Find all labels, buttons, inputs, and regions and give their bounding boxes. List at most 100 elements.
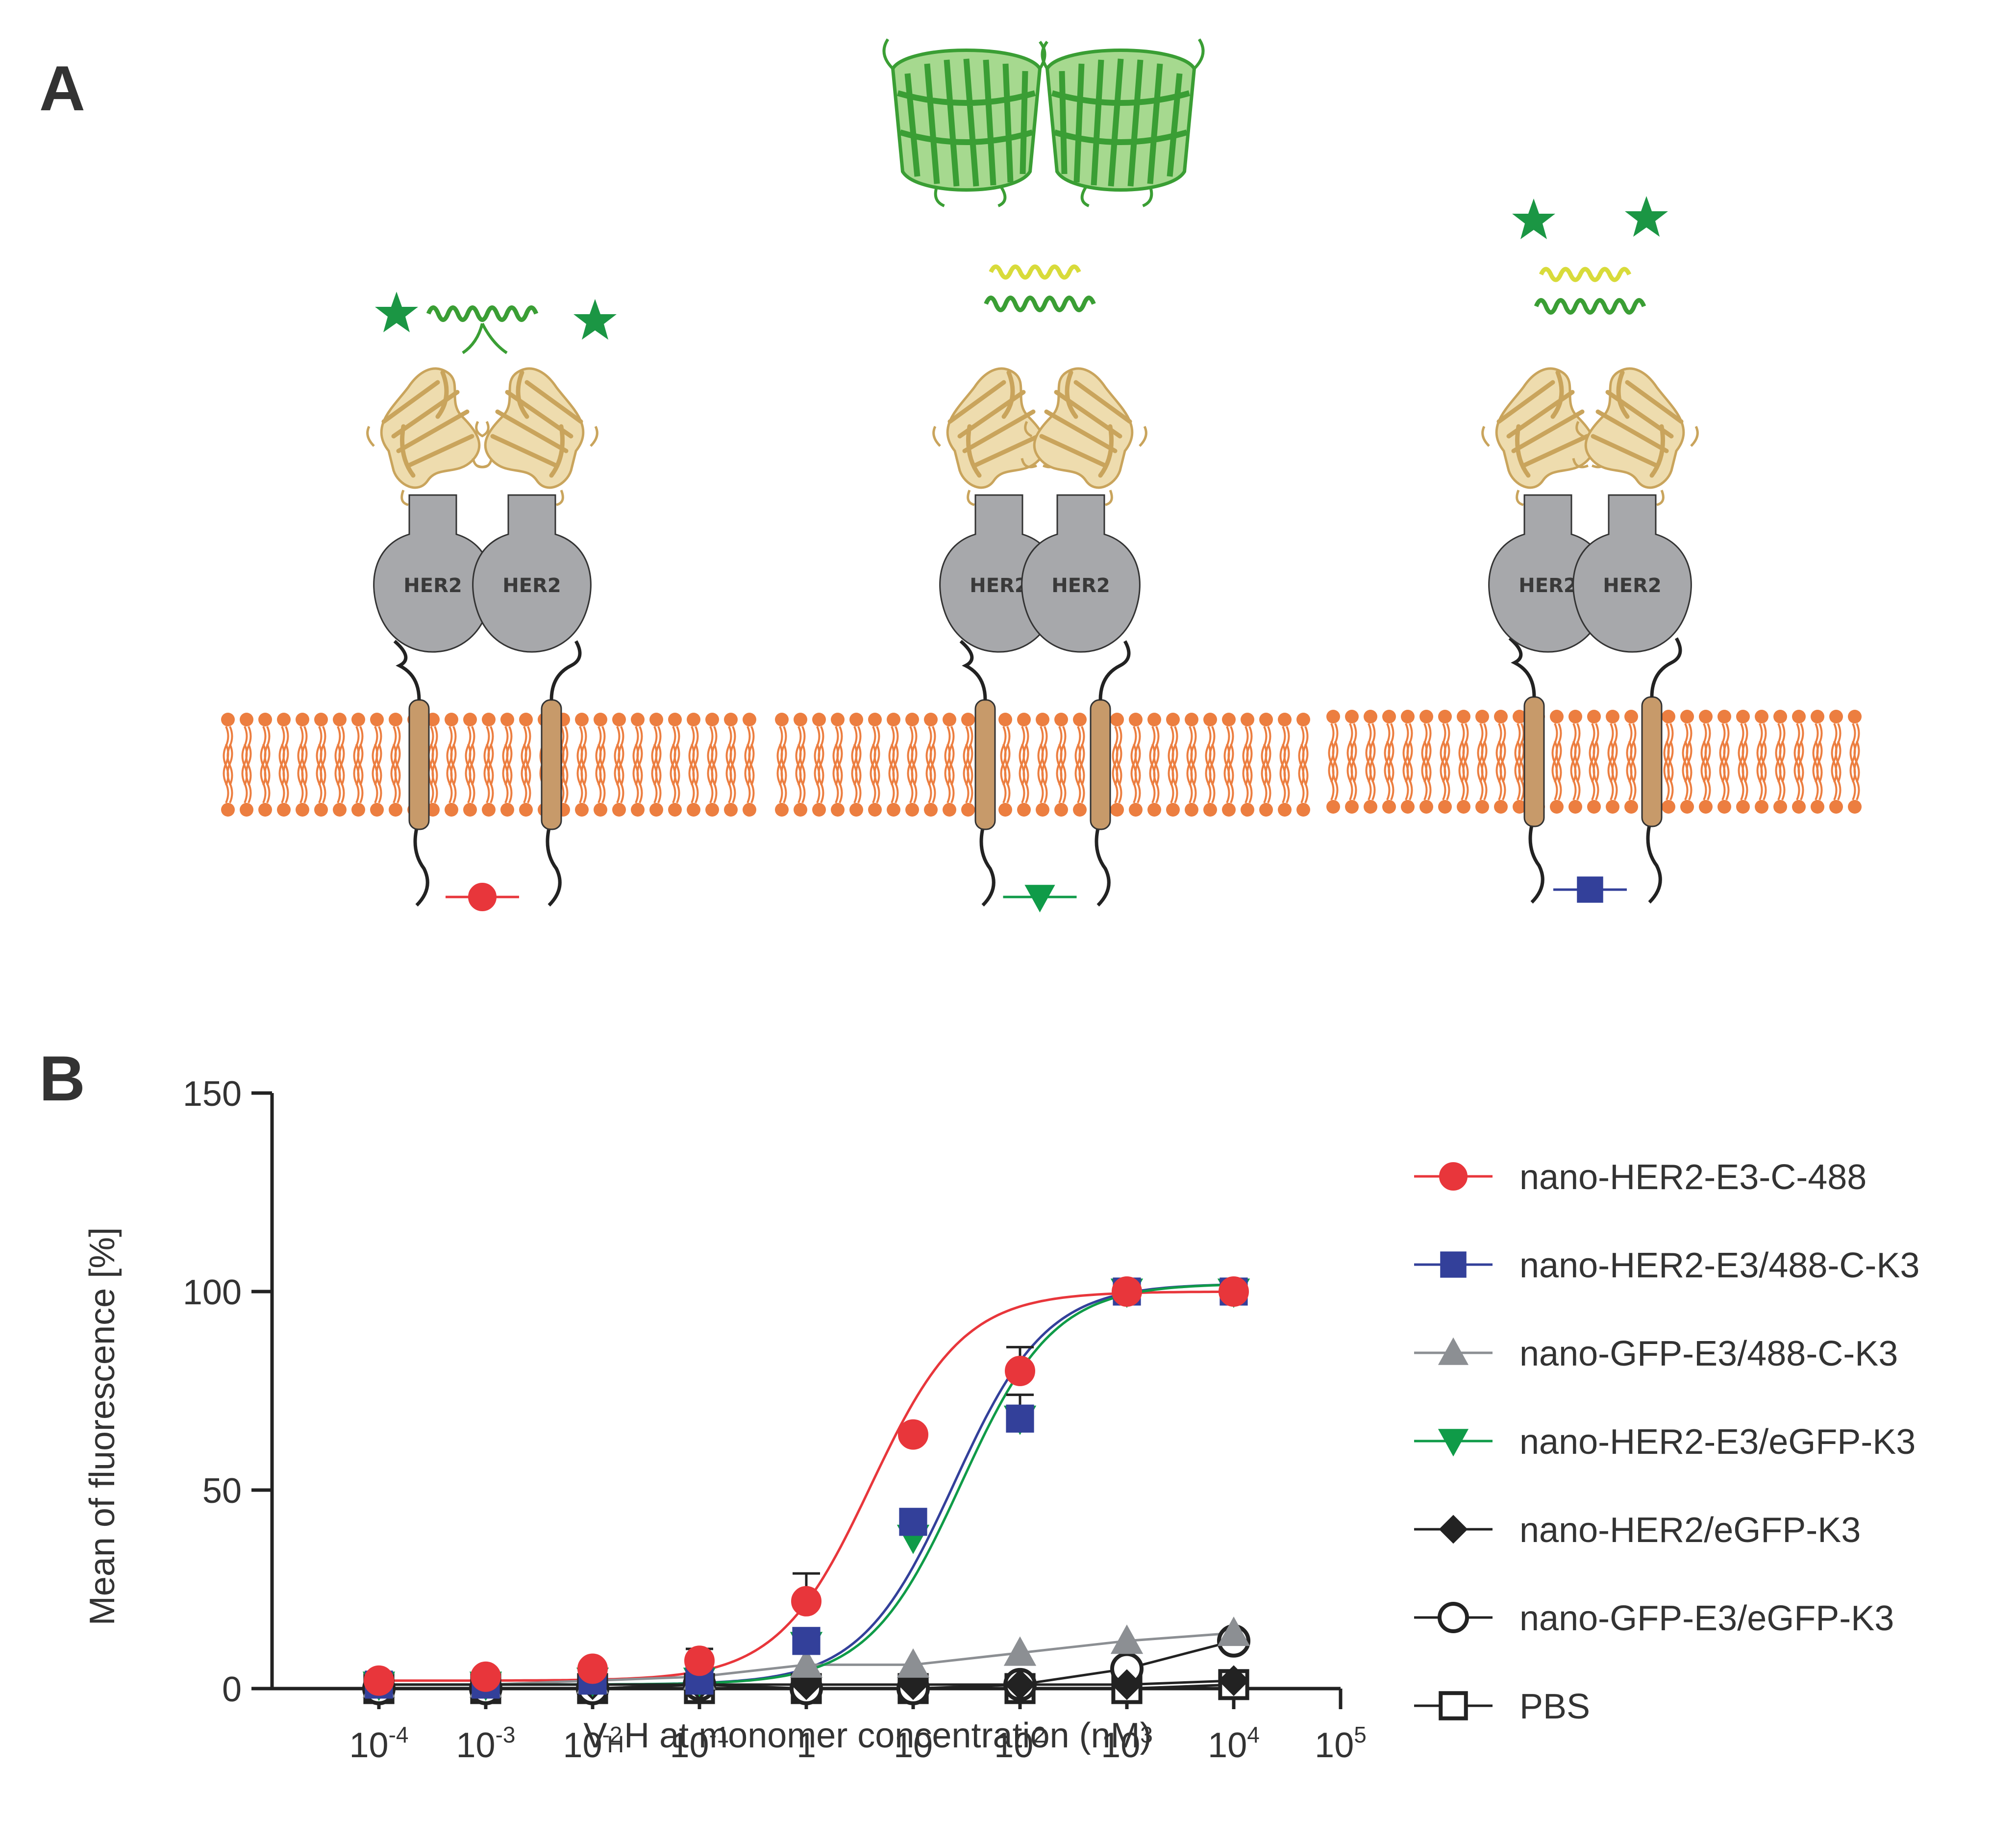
intracellular-tail <box>1095 819 1111 907</box>
y-axis-title: Mean of fluorescence [%] <box>83 1227 122 1625</box>
her2-label: HER2 <box>1051 574 1110 597</box>
legend-label: nano-HER2-E3/488-C-K3 <box>1519 1246 1919 1285</box>
legend-marker <box>1438 1429 1469 1457</box>
error-bars <box>686 1345 1034 1661</box>
nanobody-vhh <box>368 369 492 505</box>
point-series-5 <box>1004 1669 1036 1700</box>
x-axis-title: VHH at monomer concentration (nM) <box>583 1716 1151 1758</box>
point-series-2 <box>1006 1404 1034 1433</box>
legend-label: nano-GFP-E3/eGFP-K3 <box>1519 1599 1894 1638</box>
point-series-3 <box>1217 1617 1250 1646</box>
point-series-2 <box>899 1508 927 1536</box>
linker <box>549 640 582 700</box>
panel-a-schematic: HER2 HER2 HER2 HER2 HER2 HER2 <box>220 39 1863 913</box>
legend-item: nano-HER2-E3-C-488 <box>1414 1158 1867 1197</box>
fluorophore-star <box>1512 199 1555 239</box>
legend-item: nano-HER2-E3/eGFP-K3 <box>1414 1422 1916 1462</box>
legend-marker <box>1439 1162 1468 1191</box>
legend-label: nano-GFP-E3/488-C-K3 <box>1519 1334 1898 1373</box>
x-axis-title-rest: H at monomer concentration (nM) <box>624 1716 1151 1755</box>
intracellular-tail <box>1528 816 1544 904</box>
construct-key-marker <box>1553 876 1627 903</box>
k3-helix <box>1536 300 1644 313</box>
egfp-barrel-right <box>1043 39 1203 206</box>
point-series-1 <box>471 1661 501 1692</box>
legend-marker <box>1438 1337 1469 1365</box>
data-points <box>362 1276 1250 1705</box>
point-series-5 <box>1218 1665 1249 1696</box>
x-axis-title-sub: H <box>607 1732 624 1758</box>
point-series-1 <box>791 1586 821 1617</box>
her2-label: HER2 <box>1603 574 1661 597</box>
transmembrane-helix <box>541 699 562 830</box>
legend-label: nano-HER2/eGFP-K3 <box>1519 1511 1861 1550</box>
intracellular-tail <box>546 819 562 907</box>
e3-helix <box>991 267 1079 277</box>
legend-item: nano-GFP-E3/488-C-K3 <box>1414 1334 1898 1373</box>
membrane-bilayer <box>220 712 757 818</box>
y-tick-label: 100 <box>183 1273 242 1312</box>
legend-marker <box>1439 1691 1468 1720</box>
linker <box>959 640 987 700</box>
x-tick-label: 10 <box>894 1726 933 1765</box>
binding-curve-chart: 0 50 100 150 10-4 10-3 10-2 10-1 1 10 102 103 104 10… <box>83 1074 1367 1765</box>
fit-curve-4 <box>379 1283 1234 1686</box>
point-series-3 <box>896 1648 930 1678</box>
y-tick-label: 0 <box>222 1670 242 1709</box>
transmembrane-helix <box>1523 696 1545 827</box>
legend-marker <box>1439 1515 1468 1544</box>
her2-label: HER2 <box>1518 574 1577 597</box>
membrane-bilayer <box>774 712 1311 818</box>
point-series-1 <box>1112 1276 1142 1307</box>
her2-label: HER2 <box>403 574 462 597</box>
her2-label: HER2 <box>970 574 1028 597</box>
x-axis-title-main: V <box>583 1716 607 1755</box>
coil-helix <box>428 308 536 320</box>
x-tick-label: 10-1 <box>670 1722 729 1765</box>
e3-helix <box>1541 269 1629 280</box>
x-tick-label: 1 <box>796 1726 816 1765</box>
panel-a-letter: A <box>39 52 85 124</box>
construct-3: HER2 HER2 <box>1483 196 1698 904</box>
point-series-1 <box>684 1645 715 1676</box>
legend-item: PBS <box>1414 1687 1590 1726</box>
x-tick-label: 105 <box>1315 1722 1367 1765</box>
construct-2: HER2 HER2 <box>884 39 1203 913</box>
membrane-bilayer <box>1325 709 1863 815</box>
nanobody-vhh <box>1022 369 1146 505</box>
her2-receptor <box>1572 494 1692 653</box>
x-tick-label: 10-2 <box>563 1722 622 1765</box>
intracellular-tail <box>1646 816 1662 904</box>
linker <box>1650 637 1682 697</box>
transmembrane-helix <box>974 699 996 830</box>
linker <box>1098 640 1131 700</box>
her2-receptor <box>1021 494 1141 653</box>
construct-key-marker <box>446 883 519 911</box>
transmembrane-helix <box>408 699 430 830</box>
legend-item: nano-HER2-E3/488-C-K3 <box>1414 1246 1919 1285</box>
y-axis: 0 50 100 150 <box>183 1074 274 1709</box>
intracellular-tail <box>413 819 429 907</box>
construct-1: HER2 HER2 <box>368 292 617 911</box>
x-tick-label: 10-4 <box>349 1722 409 1765</box>
fluorophore-star <box>573 299 617 340</box>
fluorophore-star <box>375 292 418 332</box>
legend-item: nano-GFP-E3/eGFP-K3 <box>1414 1599 1894 1638</box>
linker <box>1508 637 1536 697</box>
construct-key-marker <box>1003 885 1077 913</box>
coil-linker <box>462 323 508 354</box>
legend-label: nano-HER2-E3/eGFP-K3 <box>1519 1422 1916 1462</box>
point-series-1 <box>1005 1356 1035 1386</box>
x-tick-label: 104 <box>1208 1722 1260 1765</box>
fit-curve-1 <box>379 1290 1234 1682</box>
transmembrane-helix <box>1090 699 1111 830</box>
y-tick-label: 50 <box>202 1471 242 1511</box>
y-tick-label: 150 <box>183 1074 242 1114</box>
fit-curve-2 <box>379 1283 1234 1686</box>
legend-marker <box>1440 1251 1467 1278</box>
egfp-barrel-left <box>884 39 1045 206</box>
transmembrane-helix <box>1641 696 1663 827</box>
point-series-1 <box>364 1665 394 1696</box>
point-series-5 <box>1111 1669 1143 1700</box>
